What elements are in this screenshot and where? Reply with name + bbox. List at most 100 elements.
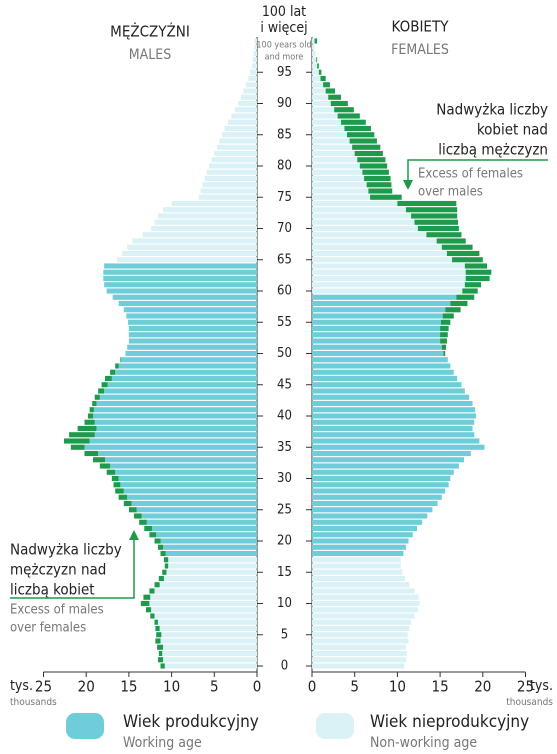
excess-bar — [118, 494, 128, 500]
annotation: kobiet nad — [477, 121, 548, 139]
annotation-arrow — [407, 159, 548, 182]
bar — [312, 482, 449, 488]
bar — [127, 494, 257, 500]
excess-bar — [318, 69, 322, 75]
bar — [312, 125, 345, 132]
y-tick-label: 10 — [277, 596, 292, 611]
bar — [312, 450, 471, 457]
excess-bar — [441, 244, 473, 250]
excess-bar — [104, 375, 112, 382]
excess-bar — [445, 307, 461, 313]
bar — [94, 432, 258, 438]
excess-bar — [462, 288, 478, 294]
excess-bar — [316, 57, 318, 63]
excess-bar — [357, 157, 386, 163]
bar — [312, 582, 410, 588]
top-label-en: and more — [265, 53, 304, 63]
excess-bar — [157, 644, 164, 650]
bar — [99, 394, 257, 400]
bar — [312, 38, 315, 44]
bar — [312, 288, 463, 294]
excess-bar — [160, 550, 166, 557]
excess-bar — [110, 369, 116, 375]
excess-bar — [443, 350, 446, 357]
bar — [312, 557, 401, 563]
bar — [154, 613, 257, 619]
males-title: MĘŻCZYŹNI — [110, 22, 190, 41]
bar — [312, 488, 446, 494]
excess-bar — [101, 382, 108, 388]
bar — [251, 63, 257, 69]
x-unit: tys. — [530, 678, 553, 694]
excess-bar — [359, 163, 388, 169]
bar — [312, 194, 371, 200]
excess-bar — [158, 650, 163, 657]
x-tick-label: 5 — [210, 678, 219, 696]
top-label: 100 lat — [262, 4, 306, 20]
bar — [312, 657, 406, 663]
x-tick-label: 0 — [253, 678, 262, 696]
y-tick-label: 20 — [277, 534, 292, 549]
males-subtitle: MALES — [129, 47, 171, 63]
bar — [115, 469, 258, 475]
excess-bar — [354, 150, 383, 157]
bar — [159, 582, 257, 588]
bar — [312, 119, 342, 125]
excess-bar — [314, 38, 318, 44]
bar — [312, 569, 403, 575]
excess-bar — [164, 563, 169, 569]
females-title: KOBIETY — [392, 18, 450, 36]
bar — [103, 269, 257, 275]
excess-bar — [325, 88, 336, 94]
bar — [312, 444, 485, 450]
excess-bar — [154, 582, 160, 588]
excess-bar — [397, 200, 457, 207]
bar — [128, 319, 257, 325]
bar — [125, 350, 257, 357]
bar — [312, 532, 413, 538]
bar — [128, 338, 257, 344]
excess-bar — [328, 94, 342, 100]
excess-bar — [115, 363, 119, 369]
legend-label-en: Non-working age — [370, 735, 477, 751]
bar — [312, 394, 470, 400]
excess-bar — [158, 575, 164, 582]
bar — [312, 432, 475, 438]
excess-bar — [128, 507, 137, 513]
bar — [164, 663, 257, 669]
bar — [312, 363, 451, 369]
bar — [312, 375, 458, 382]
arrow-head — [129, 530, 139, 540]
bar — [312, 388, 465, 394]
bar — [245, 82, 257, 88]
bar — [202, 182, 257, 188]
bar — [253, 50, 257, 57]
bar — [312, 650, 407, 657]
bar — [160, 538, 257, 544]
bar — [312, 169, 363, 175]
arrow-head — [403, 180, 413, 190]
bar — [312, 82, 324, 88]
x-tick-label: 10 — [389, 678, 406, 696]
excess-bar — [320, 75, 326, 82]
excess-bar — [120, 357, 122, 363]
excess-bar — [334, 107, 354, 113]
bar — [123, 307, 257, 313]
bar — [312, 550, 404, 557]
excess-bar — [149, 532, 157, 538]
excess-bar — [70, 444, 85, 450]
excess-bar — [93, 457, 105, 463]
bar — [312, 213, 412, 219]
x-tick-label: 5 — [350, 678, 359, 696]
annotation-en: over females — [10, 621, 86, 636]
bar — [204, 175, 257, 182]
bar — [312, 607, 418, 613]
bar — [163, 657, 257, 663]
bar — [312, 294, 457, 300]
excess-bar — [464, 263, 488, 269]
excess-bar — [145, 607, 152, 613]
excess-bar — [440, 338, 447, 344]
excess-bar — [69, 432, 95, 438]
bar — [234, 107, 257, 113]
